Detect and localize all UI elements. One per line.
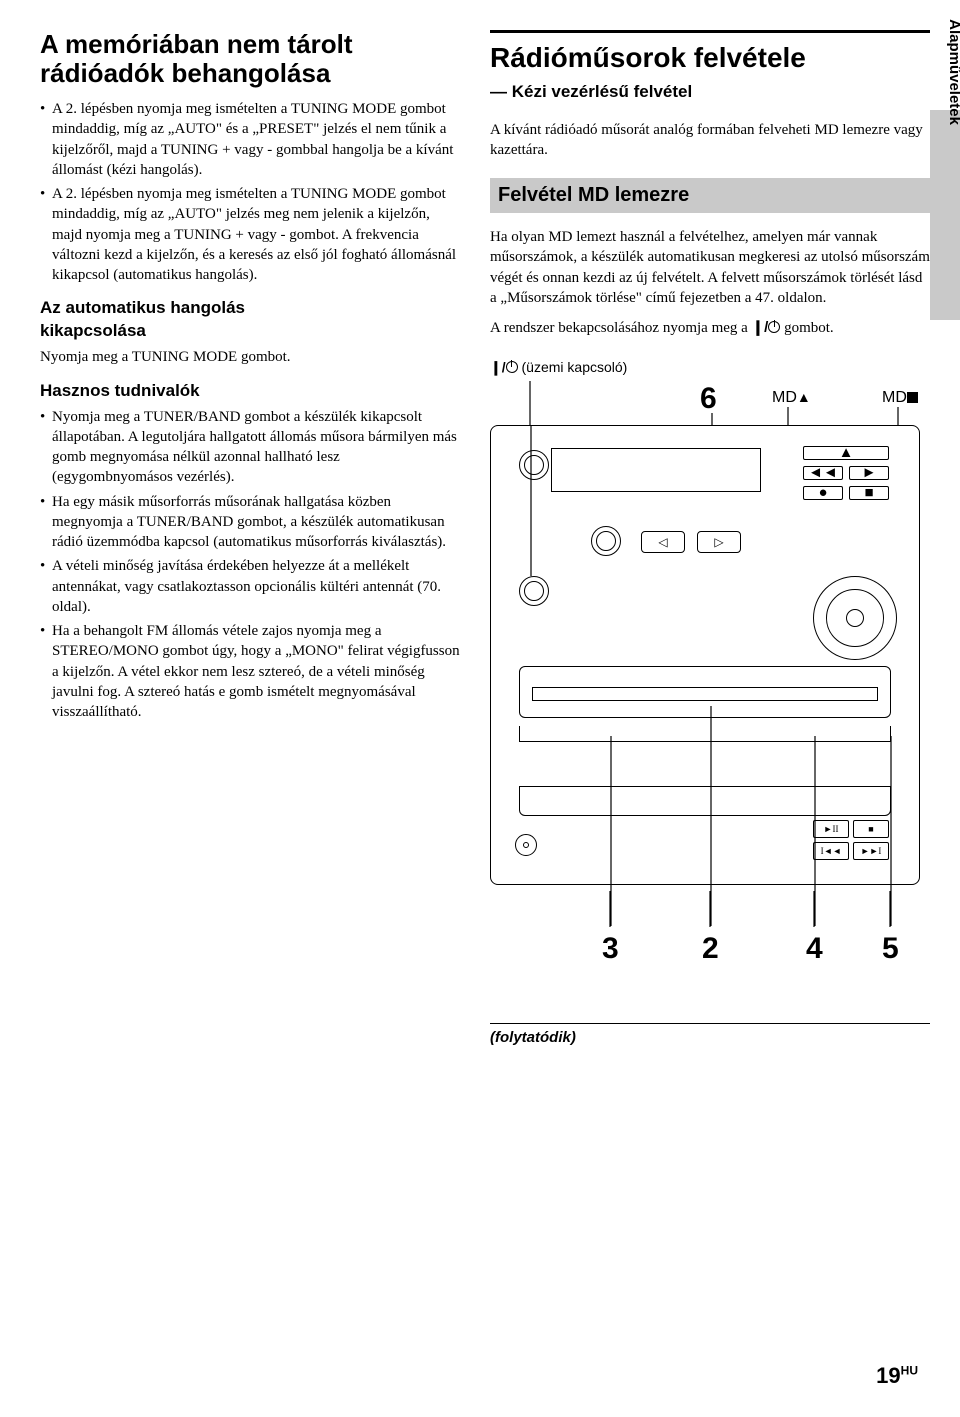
stop-btn-2: ■: [853, 820, 889, 838]
power-icon: [768, 321, 780, 333]
eject-icon: ▲: [797, 388, 811, 407]
p-md: Ha olyan MD lemezt használ a felvételhez…: [490, 227, 930, 308]
md-eject-text: MD: [772, 389, 797, 406]
h1-l1: A memóriában nem tárolt: [40, 29, 353, 59]
callout-6: 6: [700, 379, 717, 420]
diagram: ❙/ (üzemi kapcsoló) 6 MD▲ MD: [490, 358, 930, 1048]
tip-1-text: Nyomja meg a TUNER/BAND gombot a készülé…: [52, 409, 457, 486]
bullet-a1-text: A 2. lépésben nyomja meg ismételten a TU…: [52, 101, 453, 178]
tips-list: Nyomja meg a TUNER/BAND gombot a készülé…: [40, 407, 460, 723]
power-symbol-label: ❙/: [490, 359, 518, 375]
rec-button: ●: [803, 486, 843, 500]
auto-off-l2: kikapcsolása: [40, 321, 146, 340]
knob-mid: [591, 526, 621, 556]
knob-tl: [519, 450, 549, 480]
callout-4: 4: [806, 929, 823, 970]
tip-2-text: Ha egy másik műsorforrás műsorának hallg…: [52, 494, 446, 551]
md-tray-lip: [519, 726, 891, 742]
subheading-right: — Kézi vezérlésű felvétel: [490, 81, 930, 104]
callouts-top: 6 MD▲ MD: [490, 383, 930, 423]
tip-1: Nyomja meg a TUNER/BAND gombot a készülé…: [40, 407, 460, 488]
callout-md-stop: MD: [882, 387, 918, 409]
eject-button: ▲: [803, 446, 889, 460]
callout-md-eject: MD▲: [772, 387, 811, 409]
p-auto-off: Nyomja meg a TUNING MODE gombot.: [40, 347, 460, 367]
page-number: 19HU: [876, 1361, 918, 1391]
power-icon-2: [506, 361, 518, 373]
callout-5: 5: [882, 929, 899, 970]
side-tab-bg: [930, 110, 960, 320]
md-tray: [519, 666, 891, 718]
cd-slot: [519, 786, 891, 816]
page-num-suffix: HU: [901, 1364, 918, 1378]
heading-right: Rádióműsorok felvétele: [490, 30, 930, 77]
side-tab-label: Alapműveletek: [944, 19, 960, 125]
p-power-post: gombot.: [780, 320, 833, 336]
bullet-a1: A 2. lépésben nyomja meg ismételten a TU…: [40, 99, 460, 180]
power-label-text: (üzemi kapcsoló): [518, 359, 628, 375]
page-num-value: 19: [876, 1363, 900, 1388]
transport-controls: ►II ■ I◄◄ ►►I: [813, 820, 889, 860]
next-btn: ►►I: [853, 842, 889, 860]
knob-ml: [519, 576, 549, 606]
arrow-buttons: ◁ ▷: [641, 531, 741, 553]
callouts-bottom: 3 2 4 5: [490, 893, 930, 963]
heading-left: A memóriában nem tárolt rádióadók behang…: [40, 30, 460, 87]
tip-4-text: Ha a behangolt FM állomás vétele zajos n…: [52, 623, 460, 720]
display-panel: [551, 448, 761, 492]
power-label-row: ❙/ (üzemi kapcsoló): [490, 358, 930, 377]
tip-3: A vételi minőség javítása érdekében hely…: [40, 556, 460, 617]
tip-3-text: A vételi minőség javítása érdekében hely…: [52, 558, 441, 615]
p-power-pre: A rendszer bekapcsolásához nyomja meg a: [490, 320, 752, 336]
ff-button: ►: [849, 466, 889, 480]
md-stop-text: MD: [882, 389, 907, 406]
rew-button: ◄◄: [803, 466, 843, 480]
arrow-right-button: ▷: [697, 531, 741, 553]
tip-4: Ha a behangolt FM állomás vétele zajos n…: [40, 621, 460, 722]
bullet-a2-text: A 2. lépésben nyomja meg ismételten a TU…: [52, 186, 456, 283]
callout-3: 3: [602, 929, 619, 970]
arrow-left-button: ◁: [641, 531, 685, 553]
heading-md-box: Felvétel MD lemezre: [490, 178, 930, 213]
h1-l2: rádióadók behangolása: [40, 58, 330, 88]
tip-2: Ha egy másik műsorforrás műsorának hallg…: [40, 492, 460, 553]
p-power: A rendszer bekapcsolásához nyomja meg a …: [490, 318, 930, 338]
stop-icon: [907, 392, 918, 403]
stop-button: ■: [849, 486, 889, 500]
disc-indicator: [515, 834, 537, 856]
p-intro: A kívánt rádióadó műsorát analóg formába…: [490, 120, 930, 161]
bullets-tuning: A 2. lépésben nyomja meg ismételten a TU…: [40, 99, 460, 285]
callout-2: 2: [702, 929, 719, 970]
bullet-a2: A 2. lépésben nyomja meg ismételten a TU…: [40, 184, 460, 285]
jog-dial: [813, 576, 897, 660]
power-button-ref: ❙/: [752, 319, 781, 336]
heading-auto-off: Az automatikus hangolás kikapcsolása: [40, 297, 460, 343]
heading-tips: Hasznos tudnivalók: [40, 380, 460, 403]
md-tray-slot: [532, 687, 878, 701]
continued-label: (folytatódik): [490, 1023, 930, 1048]
play-pause-btn: ►II: [813, 820, 849, 838]
button-column: ▲ ◄◄ ► ● ■: [803, 446, 889, 500]
device-illustration: ▲ ◄◄ ► ● ■ ◁ ▷: [490, 425, 920, 885]
auto-off-l1: Az automatikus hangolás: [40, 298, 245, 317]
prev-btn: I◄◄: [813, 842, 849, 860]
